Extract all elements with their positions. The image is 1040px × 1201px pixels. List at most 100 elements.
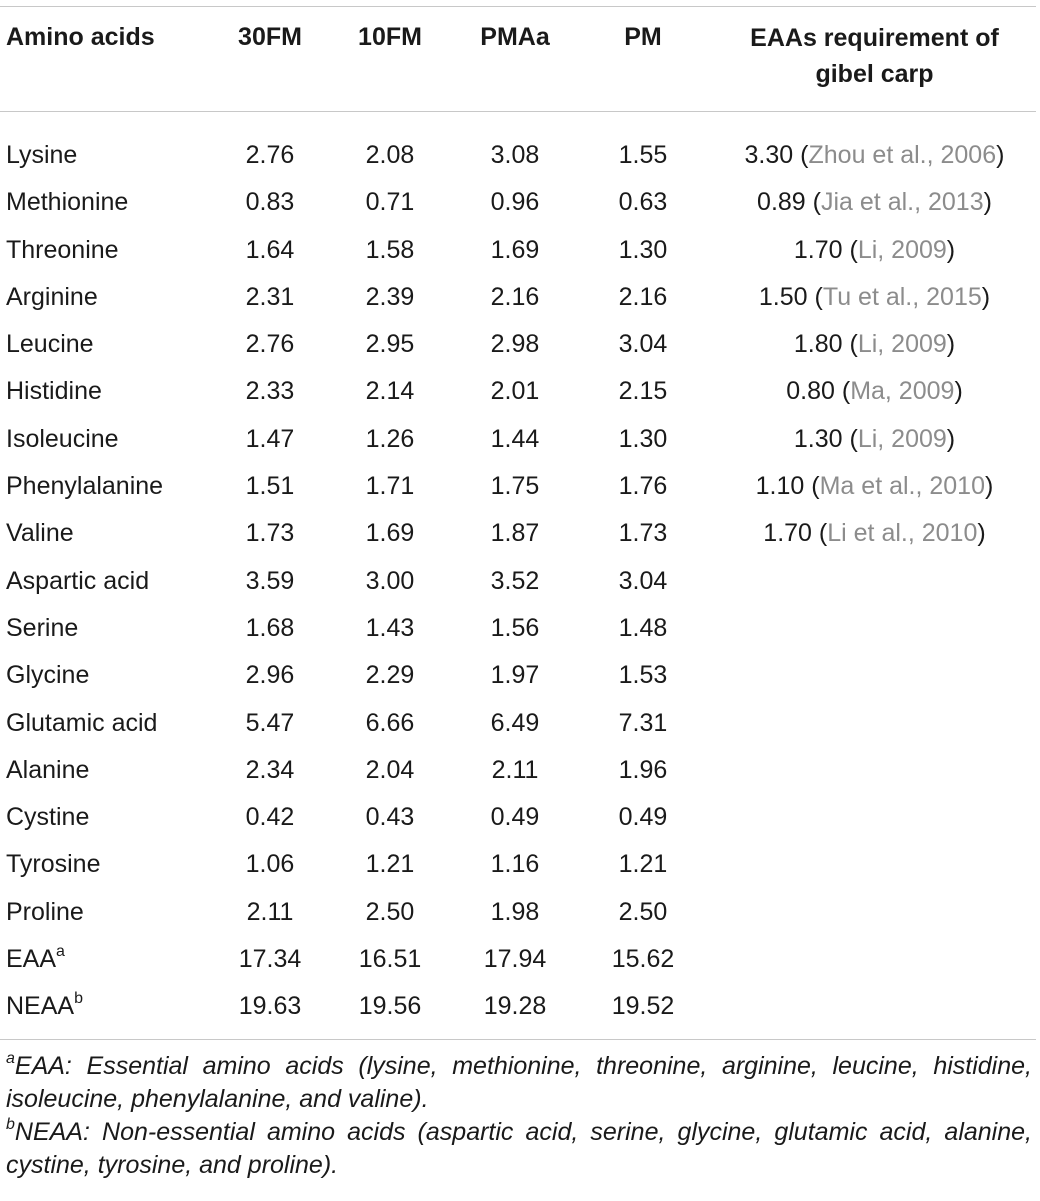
cell-requirement: 1.70 (Li, 2009) <box>793 235 956 264</box>
requirement-reference-link[interactable]: Li, 2009 <box>857 330 947 359</box>
cell-pmaa: 1.56 <box>490 613 540 642</box>
amino-acid-name: Alanine <box>6 755 90 784</box>
table-row: Methionine 0.83 0.71 0.96 0.63 0.89 (Jia et a… <box>0 179 1040 226</box>
cell-30fm: 2.96 <box>245 661 295 690</box>
amino-acid-name: Arginine <box>6 282 98 311</box>
table-row: Isoleucine 1.47 1.26 1.44 1.30 1.30 (Li, 2009… <box>0 416 1040 463</box>
amino-acid-name: Tyrosine <box>6 850 101 879</box>
cell-30fm: 5.47 <box>245 708 295 737</box>
cell-amino-acid: Aspartic acid <box>0 558 211 605</box>
requirement-reference-link[interactable]: Li et al., 2010 <box>827 519 978 548</box>
table-row: EAAa 17.34 16.51 17.94 15.62 <box>0 936 1040 983</box>
cell-10fm: 1.71 <box>365 472 415 501</box>
requirement-value: 1.80 <box>793 330 843 359</box>
amino-acid-name: Cystine <box>6 803 90 832</box>
requirement-value: 1.70 <box>793 235 843 264</box>
cell-30fm: 2.76 <box>245 141 295 169</box>
footnote-b-text: NEAA: Non-essential amino acids (asparti… <box>6 1118 1032 1179</box>
cell-requirement <box>707 936 1040 983</box>
cell-pmaa: 1.75 <box>490 472 540 501</box>
cell-30fm: 17.34 <box>238 945 302 974</box>
amino-acid-name: Phenylalanine <box>6 472 164 501</box>
cell-10fm: 2.08 <box>365 141 415 169</box>
cell-pmaa: 1.69 <box>490 235 540 264</box>
footnote-b-mark: b <box>6 1115 15 1133</box>
top-rule <box>0 6 1036 7</box>
cell-pmaa: 2.98 <box>490 330 540 359</box>
cell-10fm: 2.95 <box>365 330 415 359</box>
cell-pmaa: 2.01 <box>490 377 540 406</box>
cell-amino-acid: Leucine <box>0 321 211 368</box>
header-requirement-line1: EAAs requirement of <box>750 24 999 52</box>
amino-acid-name: EAA <box>6 945 57 974</box>
cell-requirement <box>707 794 1040 841</box>
cell-30fm: 2.76 <box>245 330 295 359</box>
cell-10fm: 2.04 <box>365 755 415 784</box>
requirement-reference-link[interactable]: Tu et al., 2015 <box>822 282 982 311</box>
table-header: Amino acids 30FM 10FM PMAa PM EAAs requi… <box>0 20 1040 132</box>
cell-pmaa: 6.49 <box>490 708 540 737</box>
cell-requirement <box>707 605 1040 652</box>
bottom-rule <box>0 1039 1036 1040</box>
cell-10fm: 2.14 <box>365 377 415 406</box>
table-row: Lysine 2.76 2.08 3.08 1.55 3.30 (Zhou et al.,… <box>0 132 1040 179</box>
cell-amino-acid: Glutamic acid <box>0 700 211 747</box>
cell-30fm: 3.59 <box>245 566 295 595</box>
cell-requirement <box>707 558 1040 605</box>
amino-acid-footnote-mark: b <box>74 990 83 1008</box>
requirement-value: 3.30 <box>744 141 794 169</box>
cell-amino-acid: Alanine <box>0 747 211 794</box>
requirement-value: 0.80 <box>786 377 835 406</box>
cell-pm: 1.76 <box>618 472 668 501</box>
footnote-b: bNEAA: Non-essential amino acids (aspart… <box>6 1116 1032 1182</box>
cell-10fm: 2.50 <box>365 897 415 926</box>
cell-pm: 15.62 <box>611 945 675 974</box>
footnote-a-mark: a <box>6 1049 15 1067</box>
table-row: Phenylalanine 1.51 1.71 1.75 1.76 1.10 (Ma et… <box>0 463 1040 510</box>
cell-amino-acid: Glycine <box>0 652 211 699</box>
header-rule <box>0 111 1036 112</box>
requirement-reference-link[interactable]: Zhou et al., 2006 <box>808 141 997 169</box>
amino-acid-name: Glutamic acid <box>6 708 158 737</box>
requirement-reference-link[interactable]: Li, 2009 <box>857 424 947 453</box>
cell-10fm: 1.43 <box>365 613 415 642</box>
header-pmaa: PMAa <box>480 23 550 51</box>
amino-acid-name: Histidine <box>6 377 102 406</box>
cell-30fm: 1.73 <box>245 519 295 548</box>
cell-pmaa: 2.11 <box>491 755 539 784</box>
requirement-value: 1.70 <box>763 519 812 548</box>
table-row: Leucine 2.76 2.95 2.98 3.04 1.80 (Li, 2009) <box>0 321 1040 368</box>
table-row: Proline 2.11 2.50 1.98 2.50 <box>0 889 1040 936</box>
cell-10fm: 3.00 <box>365 566 415 595</box>
table-row: Glycine 2.96 2.29 1.97 1.53 <box>0 652 1040 699</box>
cell-pmaa: 3.52 <box>490 566 540 595</box>
amino-acid-name: NEAA <box>6 992 75 1021</box>
cell-requirement: 1.80 (Li, 2009) <box>793 330 956 359</box>
cell-requirement: 1.70 (Li et al., 2010) <box>763 519 986 548</box>
cell-requirement <box>707 841 1040 888</box>
requirement-reference-link[interactable]: Ma, 2009 <box>850 377 955 406</box>
amino-acid-name: Glycine <box>6 661 90 690</box>
table-row: Threonine 1.64 1.58 1.69 1.30 1.70 (Li, 2009) <box>0 227 1040 274</box>
cell-requirement <box>707 652 1040 699</box>
cell-amino-acid: Valine <box>0 510 211 557</box>
amino-acid-name: Serine <box>6 613 79 642</box>
table-row: Arginine 2.31 2.39 2.16 2.16 1.50 (Tu et al.,… <box>0 274 1040 321</box>
cell-requirement: 1.10 (Ma et al., 2010) <box>755 472 994 501</box>
cell-requirement <box>707 700 1040 747</box>
table-row: Histidine 2.33 2.14 2.01 2.15 0.80 (Ma, 2009) <box>0 368 1040 415</box>
amino-acid-name: Valine <box>6 519 74 548</box>
requirement-reference-link[interactable]: Jia et al., 2013 <box>821 188 984 217</box>
cell-pm: 2.15 <box>618 377 668 406</box>
cell-10fm: 1.58 <box>365 235 415 264</box>
requirement-reference-link[interactable]: Ma et al., 2010 <box>819 472 985 501</box>
cell-10fm: 19.56 <box>358 992 422 1021</box>
cell-pmaa: 1.98 <box>490 897 540 926</box>
header-30fm: 30FM <box>238 23 302 51</box>
cell-requirement: 3.30 (Zhou et al., 2006) <box>744 141 1005 169</box>
cell-pm: 1.73 <box>618 519 668 548</box>
cell-amino-acid: Isoleucine <box>0 416 211 463</box>
header-row: Amino acids 30FM 10FM PMAa PM EAAs requi… <box>0 20 1040 132</box>
cell-10fm: 16.51 <box>358 945 422 974</box>
requirement-reference-link[interactable]: Li, 2009 <box>857 235 947 264</box>
